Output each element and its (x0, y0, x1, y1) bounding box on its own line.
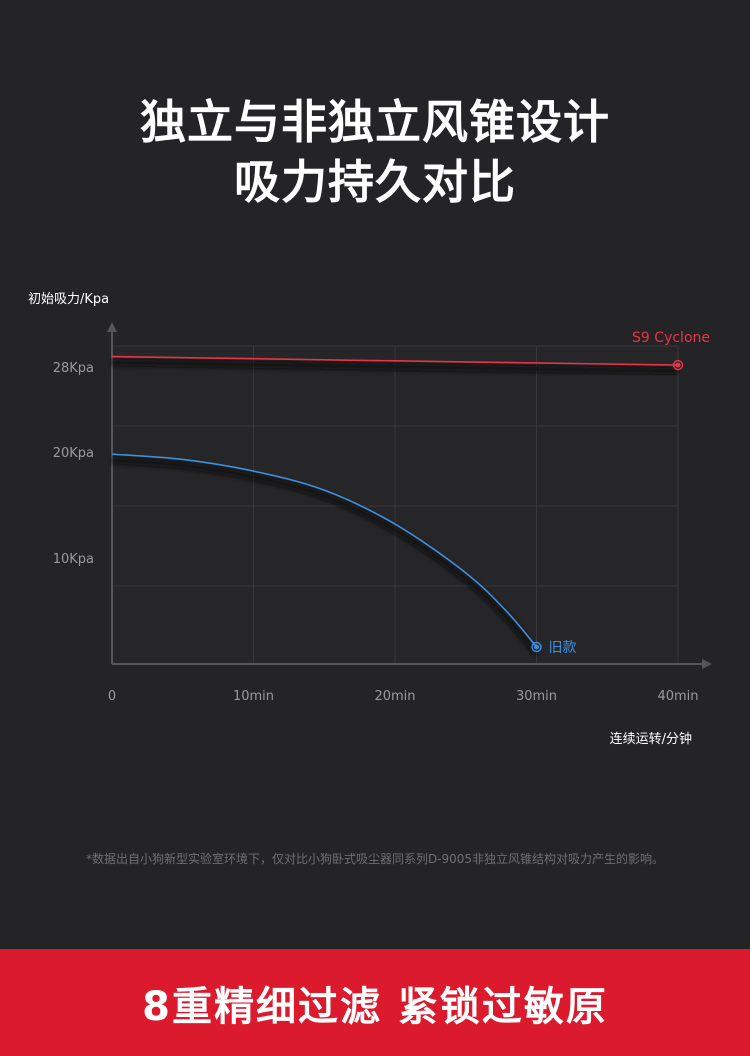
y-tick-label: 10Kpa (53, 552, 94, 567)
series-line-0 (111, 355, 679, 366)
suction-chart: 0 10min 20min 30min 40min 10Kpa 20Kpa 28Kpa S9 C… (53, 322, 712, 704)
series-label: 旧款 (549, 640, 577, 656)
series-end-dot-0 (675, 362, 681, 368)
banner-text: 8重精细过滤 紧锁过敏原 (142, 983, 608, 1030)
x-tick-label: 20min (374, 689, 415, 704)
series-shadow (111, 359, 679, 375)
x-tick-label: 10min (233, 689, 274, 704)
series-end-dot-1 (534, 644, 539, 650)
y-axis-arrow (107, 322, 117, 332)
series-label: S9 Cyclone (632, 330, 710, 346)
y-axis-label: 初始吸力/Kpa (28, 292, 110, 307)
footnote: *数据出自小狗新型实验室环境下，仅对比小狗卧式吸尘器同系列D-9005非独立风锥… (85, 852, 665, 866)
series-end-ring-0 (672, 359, 684, 371)
series-line-1 (111, 453, 538, 648)
bottom-banner: 8重精细过滤 紧锁过敏原 (0, 949, 750, 1056)
x-tick-label: 0 (108, 689, 116, 704)
x-axis-label: 连续运转/分钟 (609, 732, 692, 747)
x-tick-label: 30min (516, 689, 557, 704)
page-title-line2: 吸力持久对比 (234, 155, 516, 209)
x-tick-label: 40min (657, 689, 698, 704)
series-end-ring-1 (531, 641, 542, 653)
y-tick-label: 20Kpa (53, 446, 94, 461)
y-tick-label: 28Kpa (53, 361, 94, 376)
x-axis-arrow (702, 659, 712, 669)
page-title-line1: 独立与非独立风锥设计 (140, 95, 610, 149)
series-shadow (111, 457, 539, 655)
